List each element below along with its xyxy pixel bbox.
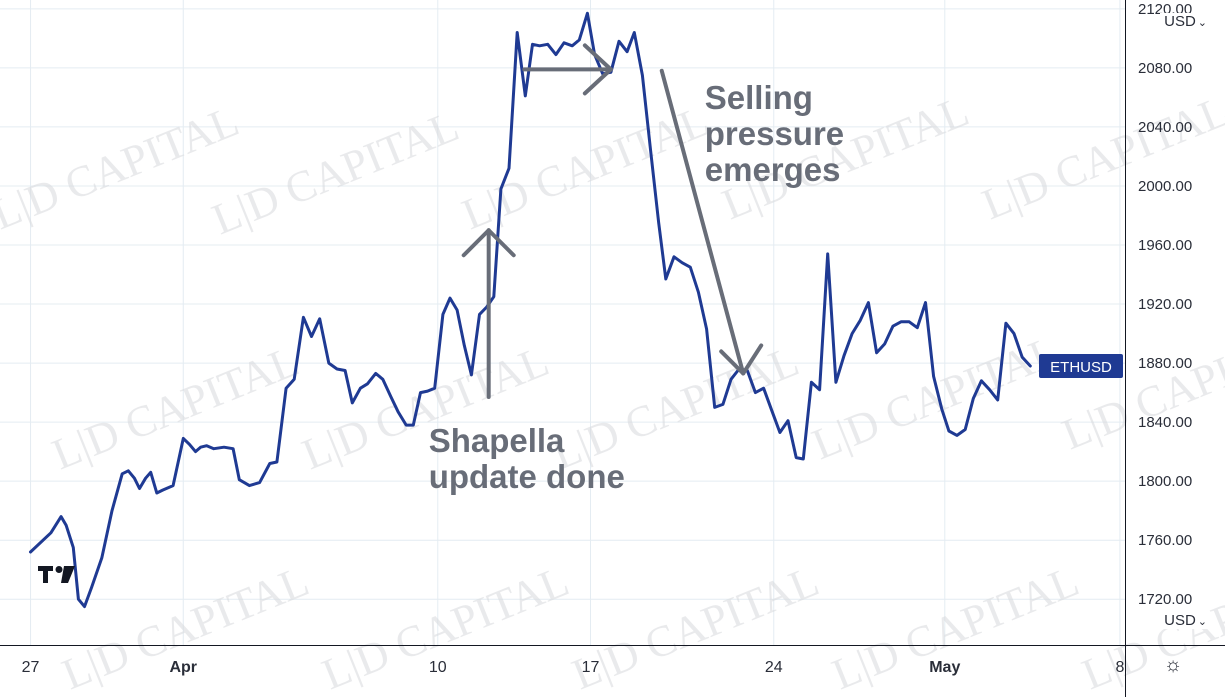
settings-gear-icon[interactable]: ☼ <box>1163 654 1183 676</box>
annotation-text-line: Selling <box>705 79 813 116</box>
chevron-down-icon: ⌄ <box>1197 616 1207 628</box>
y-tick-label-1840: 1840.00 <box>1138 414 1192 431</box>
y-tick-label-1800: 1800.00 <box>1138 473 1192 490</box>
watermark-text: L|D CAPITAL <box>1055 316 1225 459</box>
x-tick-label-may: May <box>929 659 960 676</box>
gridlines <box>0 0 1125 645</box>
arrow-shaft <box>659 68 746 376</box>
watermark-text: L|D CAPITAL <box>205 101 465 244</box>
currency-label-bottom: USD <box>1164 612 1196 629</box>
watermark-text: L|D CAPITAL <box>45 336 305 479</box>
y-tick-label-2000: 2000.00 <box>1138 178 1192 195</box>
watermark-text: L|D CAPITAL <box>0 96 245 239</box>
x-tick-label-17: 17 <box>582 659 600 676</box>
watermark-text: L|D CAPITAL <box>455 96 715 239</box>
currency-selector-bottom[interactable]: USD ⌄ <box>1160 612 1211 629</box>
y-tick-label-1960: 1960.00 <box>1138 237 1192 254</box>
watermark-text: L|D CAPITAL <box>565 556 825 697</box>
arrow-head <box>461 228 516 258</box>
currency-label-top: USD <box>1164 13 1196 30</box>
y-tick-label-1720: 1720.00 <box>1138 591 1192 608</box>
annotation-2 <box>522 43 613 96</box>
x-tick-label-10: 10 <box>429 659 447 676</box>
x-tick-label-24: 24 <box>765 659 783 676</box>
price-label-group: ETHUSD <box>1039 354 1123 379</box>
x-axis-labels: 27 Apr 10 17 24 May 8 <box>22 659 1125 676</box>
arrow-head <box>582 43 613 96</box>
tradingview-logo-icon <box>38 566 75 583</box>
annotation-text-line: update done <box>429 458 625 495</box>
annotation-text-line: Shapella <box>429 422 565 459</box>
series-line-ethusd <box>29 11 1032 609</box>
y-tick-label-2080: 2080.00 <box>1138 60 1192 77</box>
x-tick-label-8: 8 <box>1115 659 1124 676</box>
x-tick-label-apr: Apr <box>169 659 197 676</box>
y-tick-label-2040: 2040.00 <box>1138 119 1192 136</box>
chevron-down-icon: ⌄ <box>1197 17 1207 29</box>
price-tag-text: ETHUSD <box>1050 359 1112 376</box>
y-tick-label-1920: 1920.00 <box>1138 296 1192 313</box>
y-tick-label-1880: 1880.00 <box>1138 355 1192 372</box>
watermark-text: L|D CAPITAL <box>805 326 1065 469</box>
annotation-text-line: pressure <box>705 115 844 152</box>
arrow-head <box>719 343 764 376</box>
series-layer <box>29 11 1032 609</box>
price-tag-box <box>1039 354 1123 379</box>
y-tick-label-1760: 1760.00 <box>1138 532 1192 549</box>
y-axis-labels: 1720.00 1760.00 1800.00 1840.00 1880.00 1920.… <box>1138 1 1192 608</box>
watermark-text: L|D CAPITAL <box>975 86 1225 229</box>
annotation-text-line: emerges <box>705 151 841 188</box>
currency-selector-top[interactable]: USD ⌄ <box>1160 13 1211 30</box>
x-tick-label-27: 27 <box>22 659 40 676</box>
